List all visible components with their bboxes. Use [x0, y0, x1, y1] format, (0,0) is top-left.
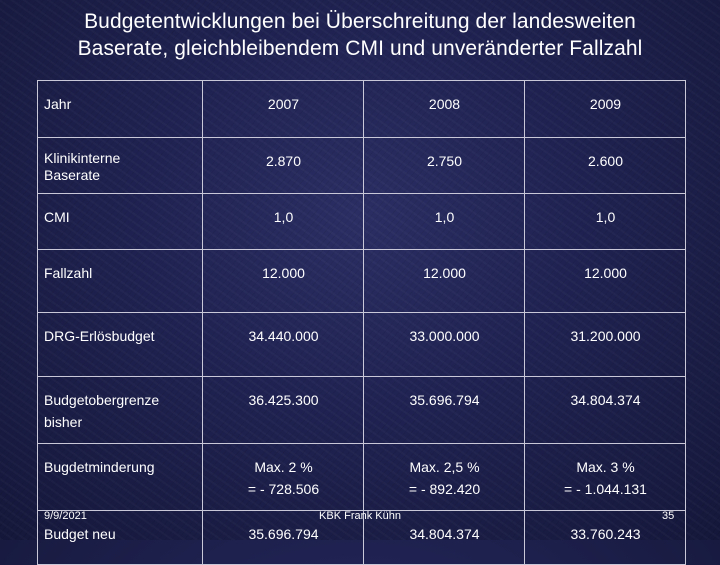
table-cell: 34.804.374	[524, 376, 686, 444]
table-cell: Max. 3 % = - 1.044.131	[524, 443, 686, 511]
header-year: 2008	[363, 80, 525, 138]
row-label: Klinikinterne Baserate	[37, 137, 203, 194]
cell-line: Max. 3 %	[576, 459, 635, 475]
row-label: CMI	[37, 193, 203, 250]
table-cell: 33.000.000	[363, 312, 525, 377]
row-label: Fallzahl	[37, 249, 203, 313]
row-label-line: Budgetobergrenze	[44, 392, 160, 408]
footer-author: KBK Frank Kühn	[319, 510, 401, 522]
table-cell: 1,0	[363, 193, 525, 250]
cell-line: = - 1.044.131	[564, 481, 647, 497]
table-cell: 35.696.794	[363, 376, 525, 444]
table-cell: 12.000	[202, 249, 364, 313]
row-label: DRG-Erlösbudget	[37, 312, 203, 377]
table-row: CMI 1,0 1,0 1,0	[37, 193, 686, 250]
table-cell: 34.440.000	[202, 312, 364, 377]
cell-line: = - 728.506	[247, 481, 320, 497]
row-label: Budgetobergrenze bisher	[37, 376, 203, 444]
table-cell: 12.000	[524, 249, 686, 313]
title-line-2: Baserate, gleichbleibendem CMI und unver…	[77, 37, 643, 60]
table-cell: Max. 2,5 % = - 892.420	[363, 443, 525, 511]
table-row: Budgetobergrenze bisher 36.425.300 35.69…	[37, 376, 686, 444]
table-row: Klinikinterne Baserate 2.870 2.750 2.600	[37, 137, 686, 194]
table-cell: 36.425.300	[202, 376, 364, 444]
table-cell: 2.870	[202, 137, 364, 194]
budget-table: Jahr 2007 2008 2009 Klinikinterne Basera…	[37, 80, 686, 565]
slide-title: Budgetentwicklungen bei Überschreitung d…	[0, 8, 720, 62]
table-row: Bugdetminderung Max. 2 % = - 728.506 Max…	[37, 443, 686, 511]
header-year: 2007	[202, 80, 364, 138]
table-cell: Max. 2 % = - 728.506	[202, 443, 364, 511]
header-year: 2009	[524, 80, 686, 138]
table-cell: 31.200.000	[524, 312, 686, 377]
table-cell: 1,0	[202, 193, 364, 250]
table-row: Fallzahl 12.000 12.000 12.000	[37, 249, 686, 313]
table-header-row: Jahr 2007 2008 2009	[37, 80, 686, 138]
footer-date: 9/9/2021	[44, 510, 87, 522]
row-label: Bugdetminderung	[37, 443, 203, 511]
cell-line: Max. 2,5 %	[409, 459, 480, 475]
row-label-line: Klinikinterne	[44, 150, 121, 166]
row-label-line: bisher	[44, 414, 83, 430]
header-label: Jahr	[37, 80, 203, 138]
row-label-line: Baserate	[44, 167, 101, 183]
table-row: DRG-Erlösbudget 34.440.000 33.000.000 31…	[37, 312, 686, 377]
title-line-1: Budgetentwicklungen bei Überschreitung d…	[84, 10, 636, 33]
table-cell: 2.750	[363, 137, 525, 194]
table-cell: 2.600	[524, 137, 686, 194]
cell-line: = - 892.420	[408, 481, 481, 497]
footer-page-number: 35	[662, 510, 675, 522]
table-cell: 12.000	[363, 249, 525, 313]
table-cell: 1,0	[524, 193, 686, 250]
cell-line: Max. 2 %	[254, 459, 313, 475]
